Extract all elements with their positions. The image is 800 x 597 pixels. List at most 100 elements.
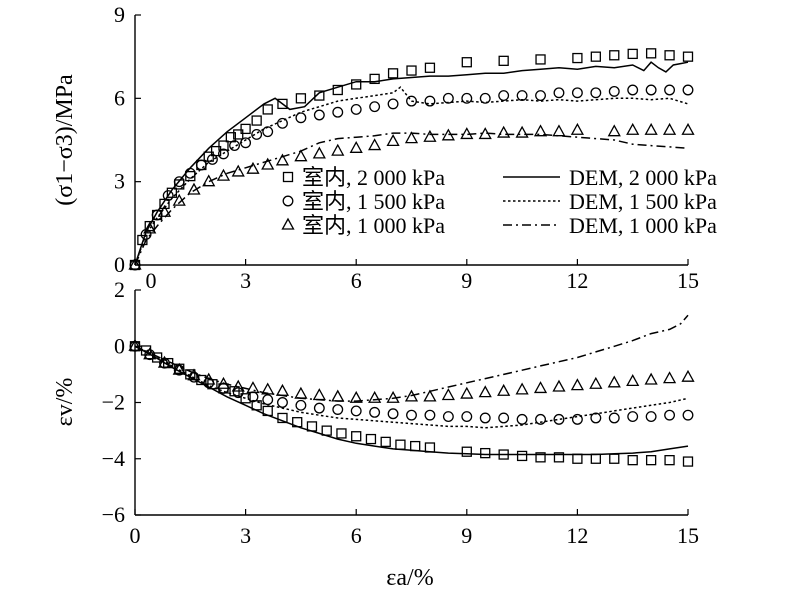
top-circle-point [295,112,307,124]
top-square-point [609,50,620,61]
top-circle-point [277,117,288,129]
bottom-square-point [321,425,332,436]
bottom-triangle-point [478,385,492,398]
top-circle-point [251,128,263,140]
bottom-x-tick-label: 15 [677,523,699,548]
top-y-axis-title: (σ1−σ3)/MPa [52,74,78,206]
top-triangle-point [552,124,566,137]
top-triangle-point [331,143,345,156]
bottom-triangle-point [331,389,345,402]
top-y-tick-label: 3 [114,169,125,194]
bottom-triangle-point [143,347,157,360]
legend-label: DEM, 1 000 kPa [569,213,717,238]
top-circle-point [195,159,207,171]
top-circle-point [332,106,344,118]
bottom-circle-point [682,409,694,421]
bottom-triangle-point [128,338,142,351]
bottom-x-tick-label: 12 [566,523,588,548]
legend-label: 室内, 1 000 kPa [302,213,445,238]
bottom-circle-point [571,413,583,425]
top-triangle-point [349,140,363,153]
bottom-x-tick-label: 3 [240,523,251,548]
bottom-triangle-point [246,381,260,394]
top-circle-point [627,84,639,96]
top-circle-point [387,98,399,110]
bottom-square-point [410,440,421,452]
top-triangle-point [626,122,640,135]
bottom-square-point [151,352,163,363]
top-y-tick-label: 6 [114,85,125,110]
top-square-point [262,104,273,115]
top-circle-point [461,92,473,104]
top-y-tick-label: 9 [114,2,125,27]
bottom-square-point [365,433,377,445]
bottom-square-point [664,455,675,466]
bottom-x-tick-label-top: 15 [677,268,699,293]
bottom-y-tick-label: −6 [102,502,125,527]
top-circle-point [162,190,174,202]
bottom-x-tick-label-top: 6 [351,268,362,293]
top-circle-point [571,87,583,99]
bottom-circle-point [590,412,602,424]
bottom-x-tick-label-top: 3 [240,268,251,293]
top-square-point [590,51,601,62]
top-circle-point [682,84,694,96]
bottom-triangle-point [157,355,172,368]
bottom-triangle-point [312,388,326,401]
legend-circle-icon [282,195,294,207]
top-square-point [166,187,178,198]
bottom-square-point [395,439,406,450]
top-triangle-point [231,164,245,177]
bottom-circle-point [553,413,565,425]
top-dem-line [134,86,689,266]
top-circle-point [350,103,362,115]
bottom-y-tick-label: −2 [102,390,125,415]
bottom-circle-point [442,411,454,423]
bottom-triangle-point [681,369,695,382]
top-dem-line [134,61,689,266]
top-triangle-point [246,161,260,174]
top-dem-line [134,132,689,266]
top-square-point [572,52,583,64]
bottom-square-point [572,453,583,464]
bottom-y-tick-label: −4 [102,446,125,471]
bottom-triangle-point [533,381,548,394]
bottom-circle-point [313,402,325,414]
bottom-dem-line [134,345,689,429]
top-square-point [314,90,325,101]
bottom-circle-point [387,408,399,420]
top-triangle-point [216,168,231,181]
bottom-triangle-point [552,379,566,392]
bottom-x-tick-label-top: 12 [566,268,588,293]
bottom-triangle-point [423,389,437,402]
bottom-triangle-point [275,383,290,396]
bottom-triangle-point [570,378,584,391]
top-y-tick-label: 0 [114,252,125,277]
top-square-point [627,48,638,60]
bottom-circle-point [645,411,657,423]
bottom-circle-point [516,413,528,425]
top-triangle-point [570,122,584,135]
top-square-point [424,62,436,73]
bottom-y-tick-label: 2 [114,277,125,302]
top-circle-point [590,87,602,99]
top-triangle-point [275,153,290,166]
bottom-y-axis-title: εv/% [52,378,78,427]
top-triangle-point [644,122,658,135]
bottom-triangle-point [349,390,363,403]
top-square-point [498,55,509,66]
bottom-x-tick-label: 6 [351,523,362,548]
bottom-square-point [351,431,362,442]
bottom-triangle-point [441,388,455,401]
top-circle-point [553,87,565,99]
top-triangle-point [515,125,529,138]
top-square-point [332,84,343,96]
bottom-circle-point [350,405,362,417]
top-square-point [387,68,399,79]
bottom-triangle-point [662,371,677,384]
x-axis-title: εa/% [386,565,433,591]
bottom-circle-point [332,404,344,415]
